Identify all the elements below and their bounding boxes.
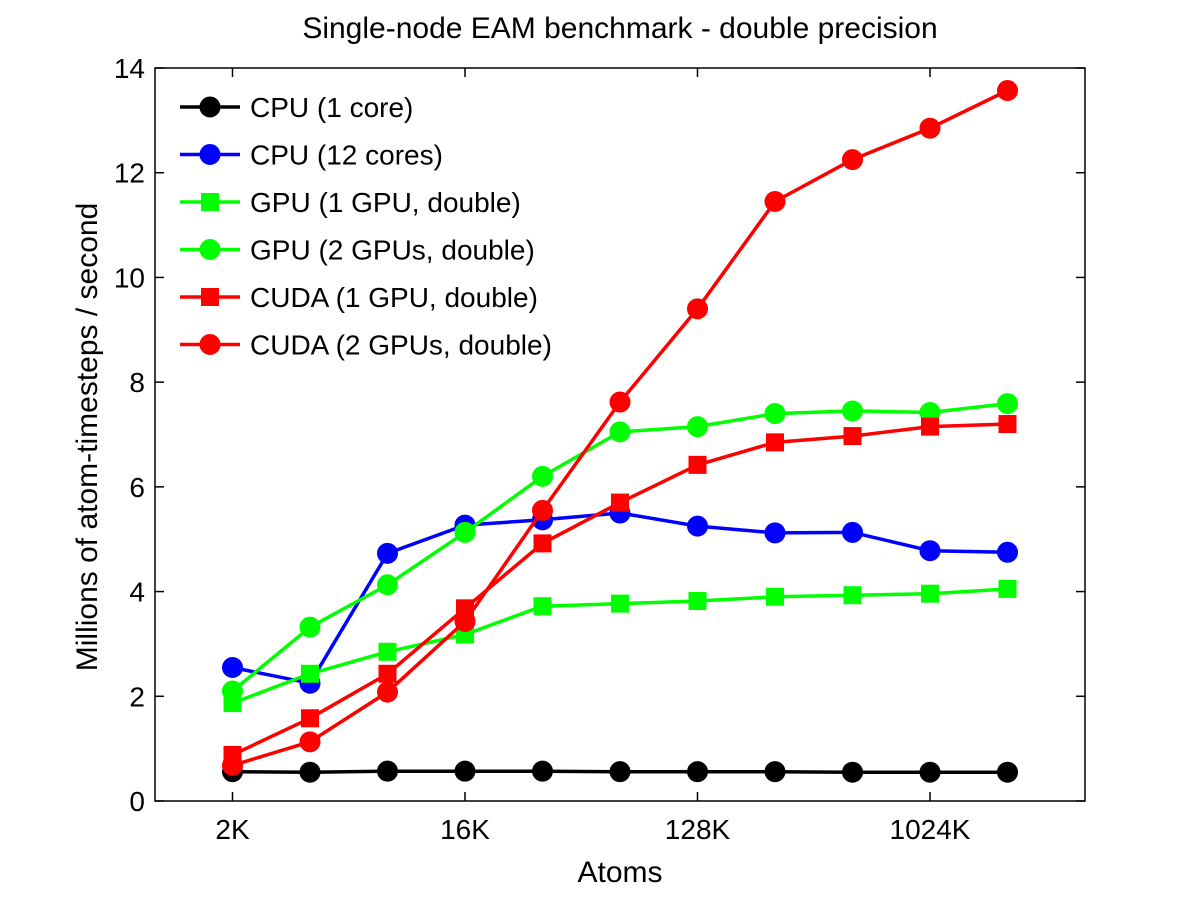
data-point [764, 403, 786, 425]
data-point [687, 515, 708, 537]
y-tick-label: 2 [129, 681, 145, 712]
series-4 [223, 415, 1017, 764]
y-tick-label: 14 [114, 53, 145, 84]
legend-entry: CPU (12 cores) [180, 140, 443, 171]
data-point [299, 616, 321, 638]
y-tick-label: 4 [129, 577, 145, 608]
data-point [532, 760, 553, 782]
y-tick-label: 8 [129, 367, 145, 398]
data-point [921, 584, 939, 603]
data-point [301, 664, 319, 683]
data-point [919, 540, 941, 562]
series-5 [222, 80, 1018, 776]
legend-marker [199, 96, 221, 118]
data-point [688, 591, 707, 610]
data-point [299, 761, 321, 783]
data-point [377, 574, 398, 596]
data-point [532, 465, 553, 487]
data-point [609, 391, 631, 413]
data-point [766, 433, 784, 452]
legend-label: GPU (2 GPUs, double) [250, 235, 535, 266]
data-point [843, 586, 862, 605]
data-point [842, 149, 863, 171]
data-point [997, 393, 1018, 415]
legend-marker [199, 239, 221, 260]
legend-label: CUDA (2 GPUs, double) [250, 330, 552, 361]
x-axis-label: Atoms [577, 856, 662, 889]
y-tick-label: 10 [114, 262, 145, 293]
data-point [454, 610, 476, 632]
data-point [766, 587, 784, 606]
x-tick-label: 2K [215, 814, 250, 845]
data-point [687, 298, 708, 320]
legend-marker [199, 334, 221, 355]
data-point [378, 642, 397, 661]
data-point [454, 521, 476, 543]
data-point [301, 709, 319, 728]
data-point [764, 761, 786, 783]
data-point [611, 493, 629, 512]
data-point [609, 761, 631, 783]
y-tick-label: 0 [129, 786, 145, 817]
y-axis-label: Millions of atom-timesteps / second [71, 203, 104, 672]
data-point [532, 499, 553, 521]
data-point [222, 754, 243, 776]
data-point [377, 542, 398, 564]
legend-entry: CUDA (2 GPUs, double) [180, 330, 552, 361]
data-point [997, 761, 1018, 783]
data-point [687, 761, 708, 783]
data-point [687, 416, 708, 438]
data-point [842, 400, 863, 422]
data-point [842, 761, 863, 783]
legend-label: CPU (1 core) [250, 92, 413, 123]
data-point [764, 191, 786, 213]
data-point [609, 421, 631, 443]
data-point [222, 656, 243, 678]
data-point [764, 522, 786, 544]
y-tick-label: 6 [129, 472, 145, 503]
series-group [222, 80, 1018, 783]
data-point [377, 681, 398, 703]
legend-marker [199, 144, 221, 165]
data-point [997, 541, 1018, 563]
data-point [921, 417, 939, 436]
y-tick-label: 12 [114, 158, 145, 189]
legend-marker [201, 193, 219, 211]
data-point [378, 664, 397, 683]
data-point [997, 80, 1018, 102]
x-tick-label: 1024K [890, 814, 971, 845]
legend: CPU (1 core) CPU (12 cores) GPU (1 GPU, do… [180, 92, 552, 361]
data-point [843, 427, 862, 446]
x-tick-label: 128K [665, 814, 731, 845]
legend-entry: GPU (2 GPUs, double) [180, 235, 535, 266]
data-point [533, 597, 552, 616]
x-tick-label: 16K [440, 814, 490, 845]
data-point [377, 760, 398, 782]
legend-entry: CPU (1 core) [180, 92, 413, 123]
series-0 [222, 760, 1018, 783]
data-point [222, 680, 243, 702]
data-point [454, 760, 476, 782]
legend-label: GPU (1 GPU, double) [250, 187, 521, 218]
legend-label: CPU (12 cores) [250, 140, 443, 171]
data-point [919, 117, 941, 139]
axis-ticks: 0 2 4 6 8 10 12 14 2K 16K 128K 1024K [114, 53, 1085, 845]
data-point [299, 731, 321, 753]
data-point [998, 415, 1017, 434]
legend-entry: GPU (1 GPU, double) [180, 187, 521, 218]
legend-marker [201, 288, 219, 306]
data-point [533, 534, 552, 553]
data-point [688, 455, 707, 474]
series-3 [222, 393, 1018, 702]
data-point [842, 521, 863, 543]
data-point [919, 761, 941, 783]
legend-entry: CUDA (1 GPU, double) [180, 282, 538, 313]
chart-title: Single-node EAM benchmark - double preci… [302, 12, 937, 45]
plot-area-frame [154, 67, 1086, 802]
data-point [998, 579, 1017, 598]
legend-label: CUDA (1 GPU, double) [250, 282, 538, 313]
data-point [611, 594, 629, 613]
